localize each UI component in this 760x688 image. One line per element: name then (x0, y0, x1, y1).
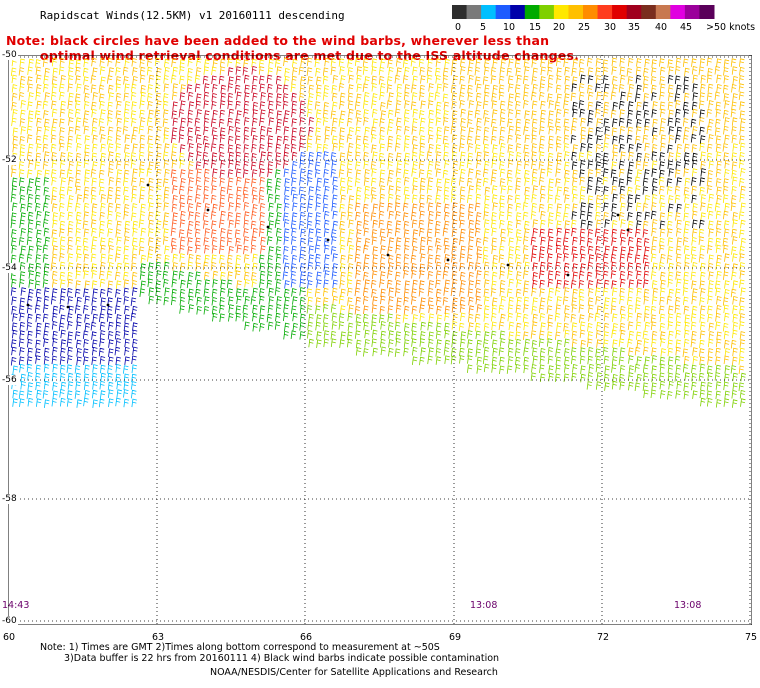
colorbar-swatch (655, 5, 671, 19)
time-label-right: 13:08 (674, 600, 702, 611)
colorbar-swatches (452, 5, 715, 19)
footer-note-line1: Note: 1) Times are GMT 2)Times along bot… (40, 642, 440, 653)
colorbar-swatch (684, 5, 700, 19)
wind-barb-group (171, 66, 315, 179)
colorbar-swatch (670, 5, 686, 19)
contamination-marker (566, 273, 570, 277)
colorbar-swatch (641, 5, 657, 19)
colorbar-swatch (452, 5, 468, 19)
wind-barb-group (11, 57, 746, 375)
contamination-marker (266, 225, 270, 229)
wind-speed-colorbar (452, 5, 722, 29)
colorbar-label: 35 (628, 22, 641, 33)
lon-label-72: 72 (596, 632, 610, 643)
colorbar-swatch (597, 5, 613, 19)
wind-barb-map (8, 55, 752, 625)
wind-barb-group (10, 57, 747, 365)
wind-barb-group (10, 169, 306, 340)
colorbar-label: 0 (455, 22, 462, 33)
credit-line: NOAA/NESDIS/Center for Satellite Applica… (210, 667, 498, 678)
colorbar-swatch (583, 5, 599, 19)
contamination-marker (326, 238, 330, 242)
warning-note-line1: Note: black circles have been added to t… (6, 33, 550, 48)
lon-label-60: 60 (2, 632, 16, 643)
wind-barb-group (170, 168, 266, 255)
lat-label-50: -50 (1, 50, 18, 60)
colorbar-swatch (612, 5, 628, 19)
wind-barb-group (570, 74, 706, 230)
contamination-marker (66, 305, 70, 309)
map-title: Rapidscat Winds(12.5KM) v1 20160111 desc… (40, 9, 345, 22)
contamination-marker (26, 303, 30, 307)
colorbar-label: 15 (529, 22, 542, 33)
colorbar-swatch (539, 5, 555, 19)
wind-barb-group (282, 151, 339, 289)
lon-label-63: 63 (151, 632, 165, 643)
wind-barb-group (354, 202, 483, 315)
colorbar-label: 25 (578, 22, 591, 33)
wind-barbs (10, 57, 747, 408)
time-label-left: 14:43 (2, 600, 30, 611)
footer-note-line2: 3)Data buffer is 22 hrs from 20160111 4)… (64, 653, 500, 664)
lat-label-58: -58 (1, 494, 18, 504)
contamination-marker (626, 228, 630, 232)
contamination-marker (206, 208, 210, 212)
wind-barb-group (10, 287, 138, 366)
colorbar-swatch (481, 5, 497, 19)
contamination-marker (146, 183, 150, 187)
colorbar-label: 5 (480, 22, 487, 33)
colorbar-swatch (510, 5, 526, 19)
colorbar-label: 30 (604, 22, 617, 33)
colorbar-label: 20 (553, 22, 566, 33)
contamination-marker (506, 263, 510, 267)
colorbar-label: 40 (655, 22, 668, 33)
contamination-marker (106, 303, 110, 307)
contamination-marker (616, 213, 620, 217)
colorbar-swatch (699, 5, 715, 19)
colorbar-swatch (568, 5, 584, 19)
colorbar-label: 10 (503, 22, 516, 33)
lon-label-66: 66 (299, 632, 313, 643)
lon-label-75: 75 (744, 632, 758, 643)
lat-label-60: -60 (1, 616, 18, 626)
lat-label-54: -54 (1, 263, 18, 273)
lat-label-56: -56 (1, 375, 18, 385)
colorbar-swatch (626, 5, 642, 19)
colorbar-label: >50 knots (706, 22, 756, 33)
colorbar-swatch (524, 5, 540, 19)
wind-barb-group (10, 363, 138, 408)
wind-barb-group (306, 304, 746, 408)
lat-label-52: -52 (1, 155, 18, 165)
colorbar-swatch (495, 5, 511, 19)
lon-label-69: 69 (448, 632, 462, 643)
colorbar-swatch (466, 5, 482, 19)
lat-lon-grid (8, 55, 752, 625)
time-label-middle: 13:08 (470, 600, 498, 611)
wind-barb-group (530, 227, 650, 289)
contamination-marker (386, 253, 390, 257)
colorbar-label: 45 (680, 22, 693, 33)
contamination-marker (446, 258, 450, 262)
colorbar-swatch (553, 5, 569, 19)
